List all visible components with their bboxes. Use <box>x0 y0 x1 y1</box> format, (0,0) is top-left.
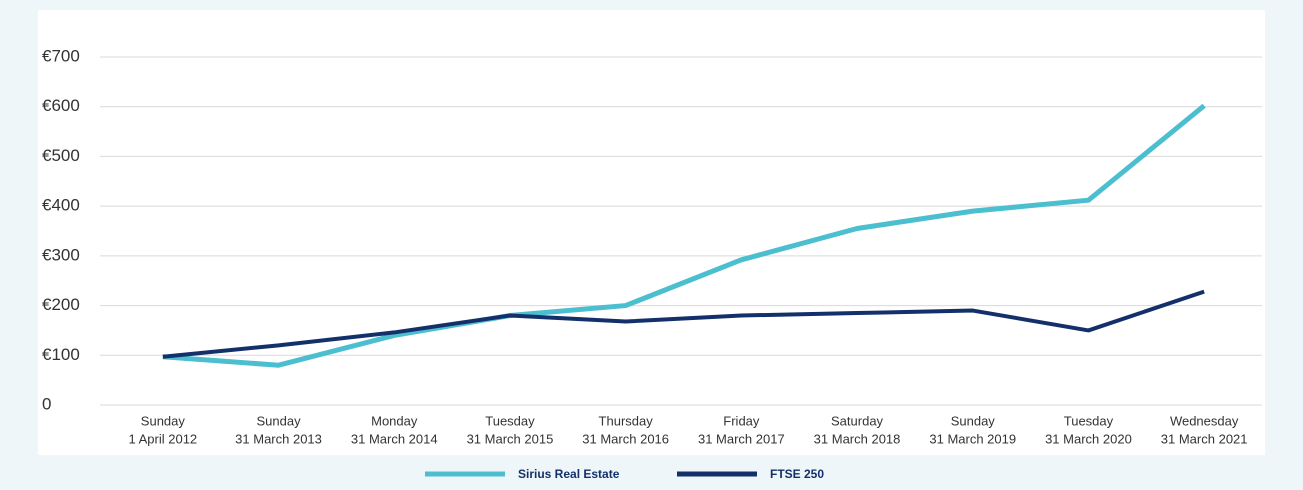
y-tick-label: €100 <box>42 345 80 364</box>
x-tick-label: Tuesday <box>1064 413 1114 428</box>
series-line <box>162 289 1205 359</box>
x-tick-label: 1 April 2012 <box>129 431 198 446</box>
x-tick-label: 31 March 2017 <box>698 431 785 446</box>
x-tick-label: Friday <box>723 413 760 428</box>
legend-label: Sirius Real Estate <box>518 467 620 481</box>
y-tick-label: €500 <box>42 146 80 165</box>
x-tick-label: 31 March 2016 <box>582 431 669 446</box>
x-tick-label: Sunday <box>257 413 302 428</box>
x-tick-label: Saturday <box>831 413 884 428</box>
x-tick-label: Thursday <box>599 413 654 428</box>
x-tick-label: 31 March 2020 <box>1045 431 1132 446</box>
x-tick-label: Tuesday <box>485 413 535 428</box>
y-tick-label: €600 <box>42 96 80 115</box>
y-tick-label: €200 <box>42 295 80 314</box>
x-tick-label: Monday <box>371 413 418 428</box>
legend-label: FTSE 250 <box>770 467 824 481</box>
x-tick-label: 31 March 2013 <box>235 431 322 446</box>
x-tick-label: Sunday <box>141 413 186 428</box>
x-tick-label: Sunday <box>951 413 996 428</box>
x-tick-label: 31 March 2021 <box>1161 431 1248 446</box>
x-tick-label: 31 March 2015 <box>467 431 554 446</box>
x-tick-label: 31 March 2019 <box>929 431 1016 446</box>
y-tick-label: €700 <box>42 46 80 65</box>
x-tick-label: 31 March 2018 <box>814 431 901 446</box>
y-tick-label: 0 <box>42 394 51 413</box>
series-line <box>162 103 1206 368</box>
x-tick-label: 31 March 2014 <box>351 431 438 446</box>
x-tick-label: Wednesday <box>1170 413 1239 428</box>
panel <box>38 10 1265 455</box>
y-tick-label: €400 <box>42 196 80 215</box>
y-tick-label: €300 <box>42 245 80 264</box>
